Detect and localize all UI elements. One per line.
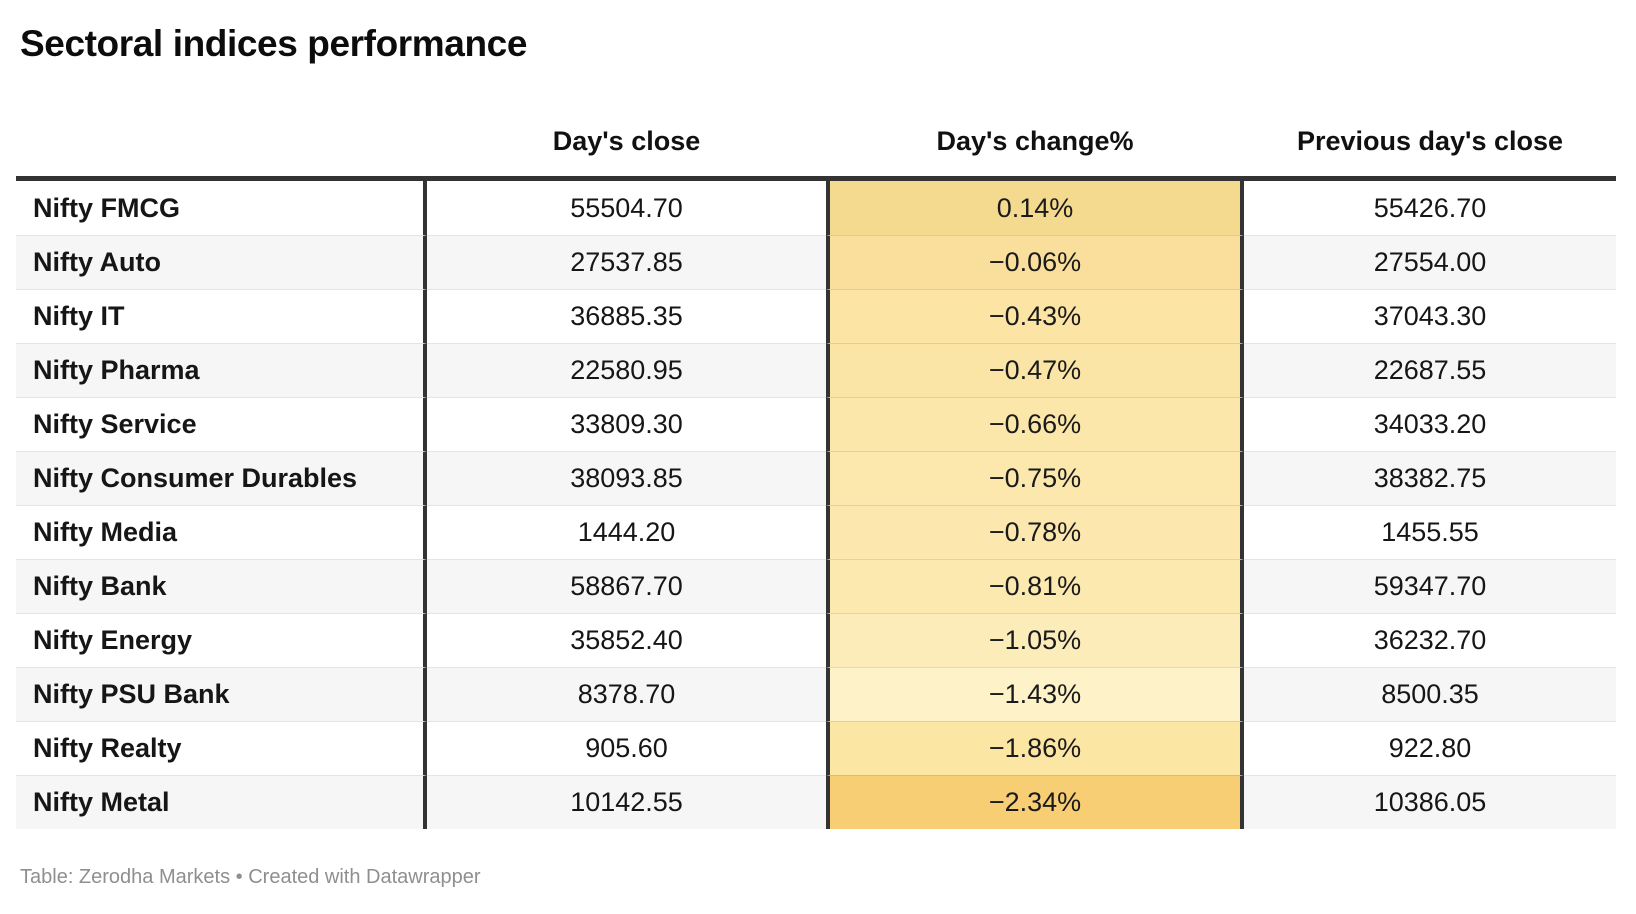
sectoral-indices-table: Day's close Day's change% Previous day's…	[16, 106, 1616, 829]
table-body: Nifty FMCG 55504.70 0.14% 55426.70 Nifty…	[16, 181, 1616, 829]
table-top-border	[16, 176, 1616, 181]
table-row: Nifty Media 1444.20 −0.78% 1455.55	[16, 505, 1616, 559]
row-label: Nifty Pharma	[16, 343, 427, 397]
column-header-days-change: Day's change%	[936, 125, 1134, 156]
table-row: Nifty Auto 27537.85 −0.06% 27554.00	[16, 235, 1616, 289]
table-row: Nifty Energy 35852.40 −1.05% 36232.70	[16, 613, 1616, 667]
source-attribution: Table: Zerodha Markets • Created with Da…	[20, 866, 481, 888]
days-close-value: 22580.95	[427, 343, 826, 397]
row-label: Nifty IT	[16, 289, 427, 343]
previous-close-value: 8500.35	[1244, 667, 1616, 721]
days-close-value: 10142.55	[427, 775, 826, 829]
previous-close-value: 27554.00	[1244, 235, 1616, 289]
previous-close-value: 1455.55	[1244, 505, 1616, 559]
column-header-previous-close: Previous day's close	[1296, 125, 1564, 156]
table-row: Nifty Metal 10142.55 −2.34% 10386.05	[16, 775, 1616, 829]
table-row: Nifty Pharma 22580.95 −0.47% 22687.55	[16, 343, 1616, 397]
row-label: Nifty Bank	[16, 559, 427, 613]
previous-close-value: 38382.75	[1244, 451, 1616, 505]
previous-close-value: 37043.30	[1244, 289, 1616, 343]
row-label: Nifty Realty	[16, 721, 427, 775]
days-change-heat-cell: −0.43%	[826, 289, 1244, 343]
days-change-heat-cell: 0.14%	[826, 181, 1244, 235]
row-label: Nifty PSU Bank	[16, 667, 427, 721]
row-label: Nifty Energy	[16, 613, 427, 667]
table-row: Nifty Service 33809.30 −0.66% 34033.20	[16, 397, 1616, 451]
days-change-heat-cell: −0.47%	[826, 343, 1244, 397]
previous-close-value: 34033.20	[1244, 397, 1616, 451]
days-close-value: 1444.20	[427, 505, 826, 559]
days-close-value: 55504.70	[570, 192, 683, 223]
days-close-value: 27537.85	[427, 235, 826, 289]
page-title: Sectoral indices performance	[20, 23, 527, 64]
days-change-heat-cell: −0.06%	[826, 235, 1244, 289]
days-close-value: 38093.85	[427, 451, 826, 505]
table-row: Nifty Bank 58867.70 −0.81% 59347.70	[16, 559, 1616, 613]
days-change-heat-cell: −1.86%	[826, 721, 1244, 775]
table-row: Nifty IT 36885.35 −0.43% 37043.30	[16, 289, 1616, 343]
previous-close-value: 36232.70	[1244, 613, 1616, 667]
previous-close-value: 10386.05	[1244, 775, 1616, 829]
row-label: Nifty Media	[16, 505, 427, 559]
datawrapper-table-page: Sectoral indices performance Day's close…	[0, 22, 1636, 914]
days-close-value: 35852.40	[427, 613, 826, 667]
row-label: Nifty Service	[16, 397, 427, 451]
days-change-heat-cell: −2.34%	[826, 775, 1244, 829]
days-close-value: 33809.30	[427, 397, 826, 451]
days-change-heat-cell: −0.78%	[826, 505, 1244, 559]
row-label: Nifty Auto	[16, 235, 427, 289]
row-label: Nifty Metal	[16, 775, 427, 829]
table-row: Nifty FMCG 55504.70 0.14% 55426.70	[16, 181, 1616, 235]
column-header-days-close: Day's close	[552, 125, 701, 156]
days-close-value: 905.60	[427, 721, 826, 775]
table-header-row: Day's close Day's change% Previous day's…	[16, 106, 1616, 176]
days-change-heat-cell: −0.75%	[826, 451, 1244, 505]
row-label: Nifty Consumer Durables	[16, 451, 427, 505]
days-close-value: 36885.35	[427, 289, 826, 343]
table-row: Nifty PSU Bank 8378.70 −1.43% 8500.35	[16, 667, 1616, 721]
row-label: Nifty FMCG	[16, 181, 427, 235]
days-change-heat-cell: −1.43%	[826, 667, 1244, 721]
days-change-heat-cell: −0.66%	[826, 397, 1244, 451]
table-row: Nifty Realty 905.60 −1.86% 922.80	[16, 721, 1616, 775]
previous-close-value: 59347.70	[1244, 559, 1616, 613]
days-close-value: 58867.70	[427, 559, 826, 613]
days-close-value: 8378.70	[427, 667, 826, 721]
previous-close-value: 22687.55	[1244, 343, 1616, 397]
table-row: Nifty Consumer Durables 38093.85 −0.75% …	[16, 451, 1616, 505]
previous-close-value: 55426.70	[1373, 192, 1487, 223]
previous-close-value: 922.80	[1244, 721, 1616, 775]
days-change-heat-cell: −0.81%	[826, 559, 1244, 613]
days-change-heat-cell: −1.05%	[826, 613, 1244, 667]
